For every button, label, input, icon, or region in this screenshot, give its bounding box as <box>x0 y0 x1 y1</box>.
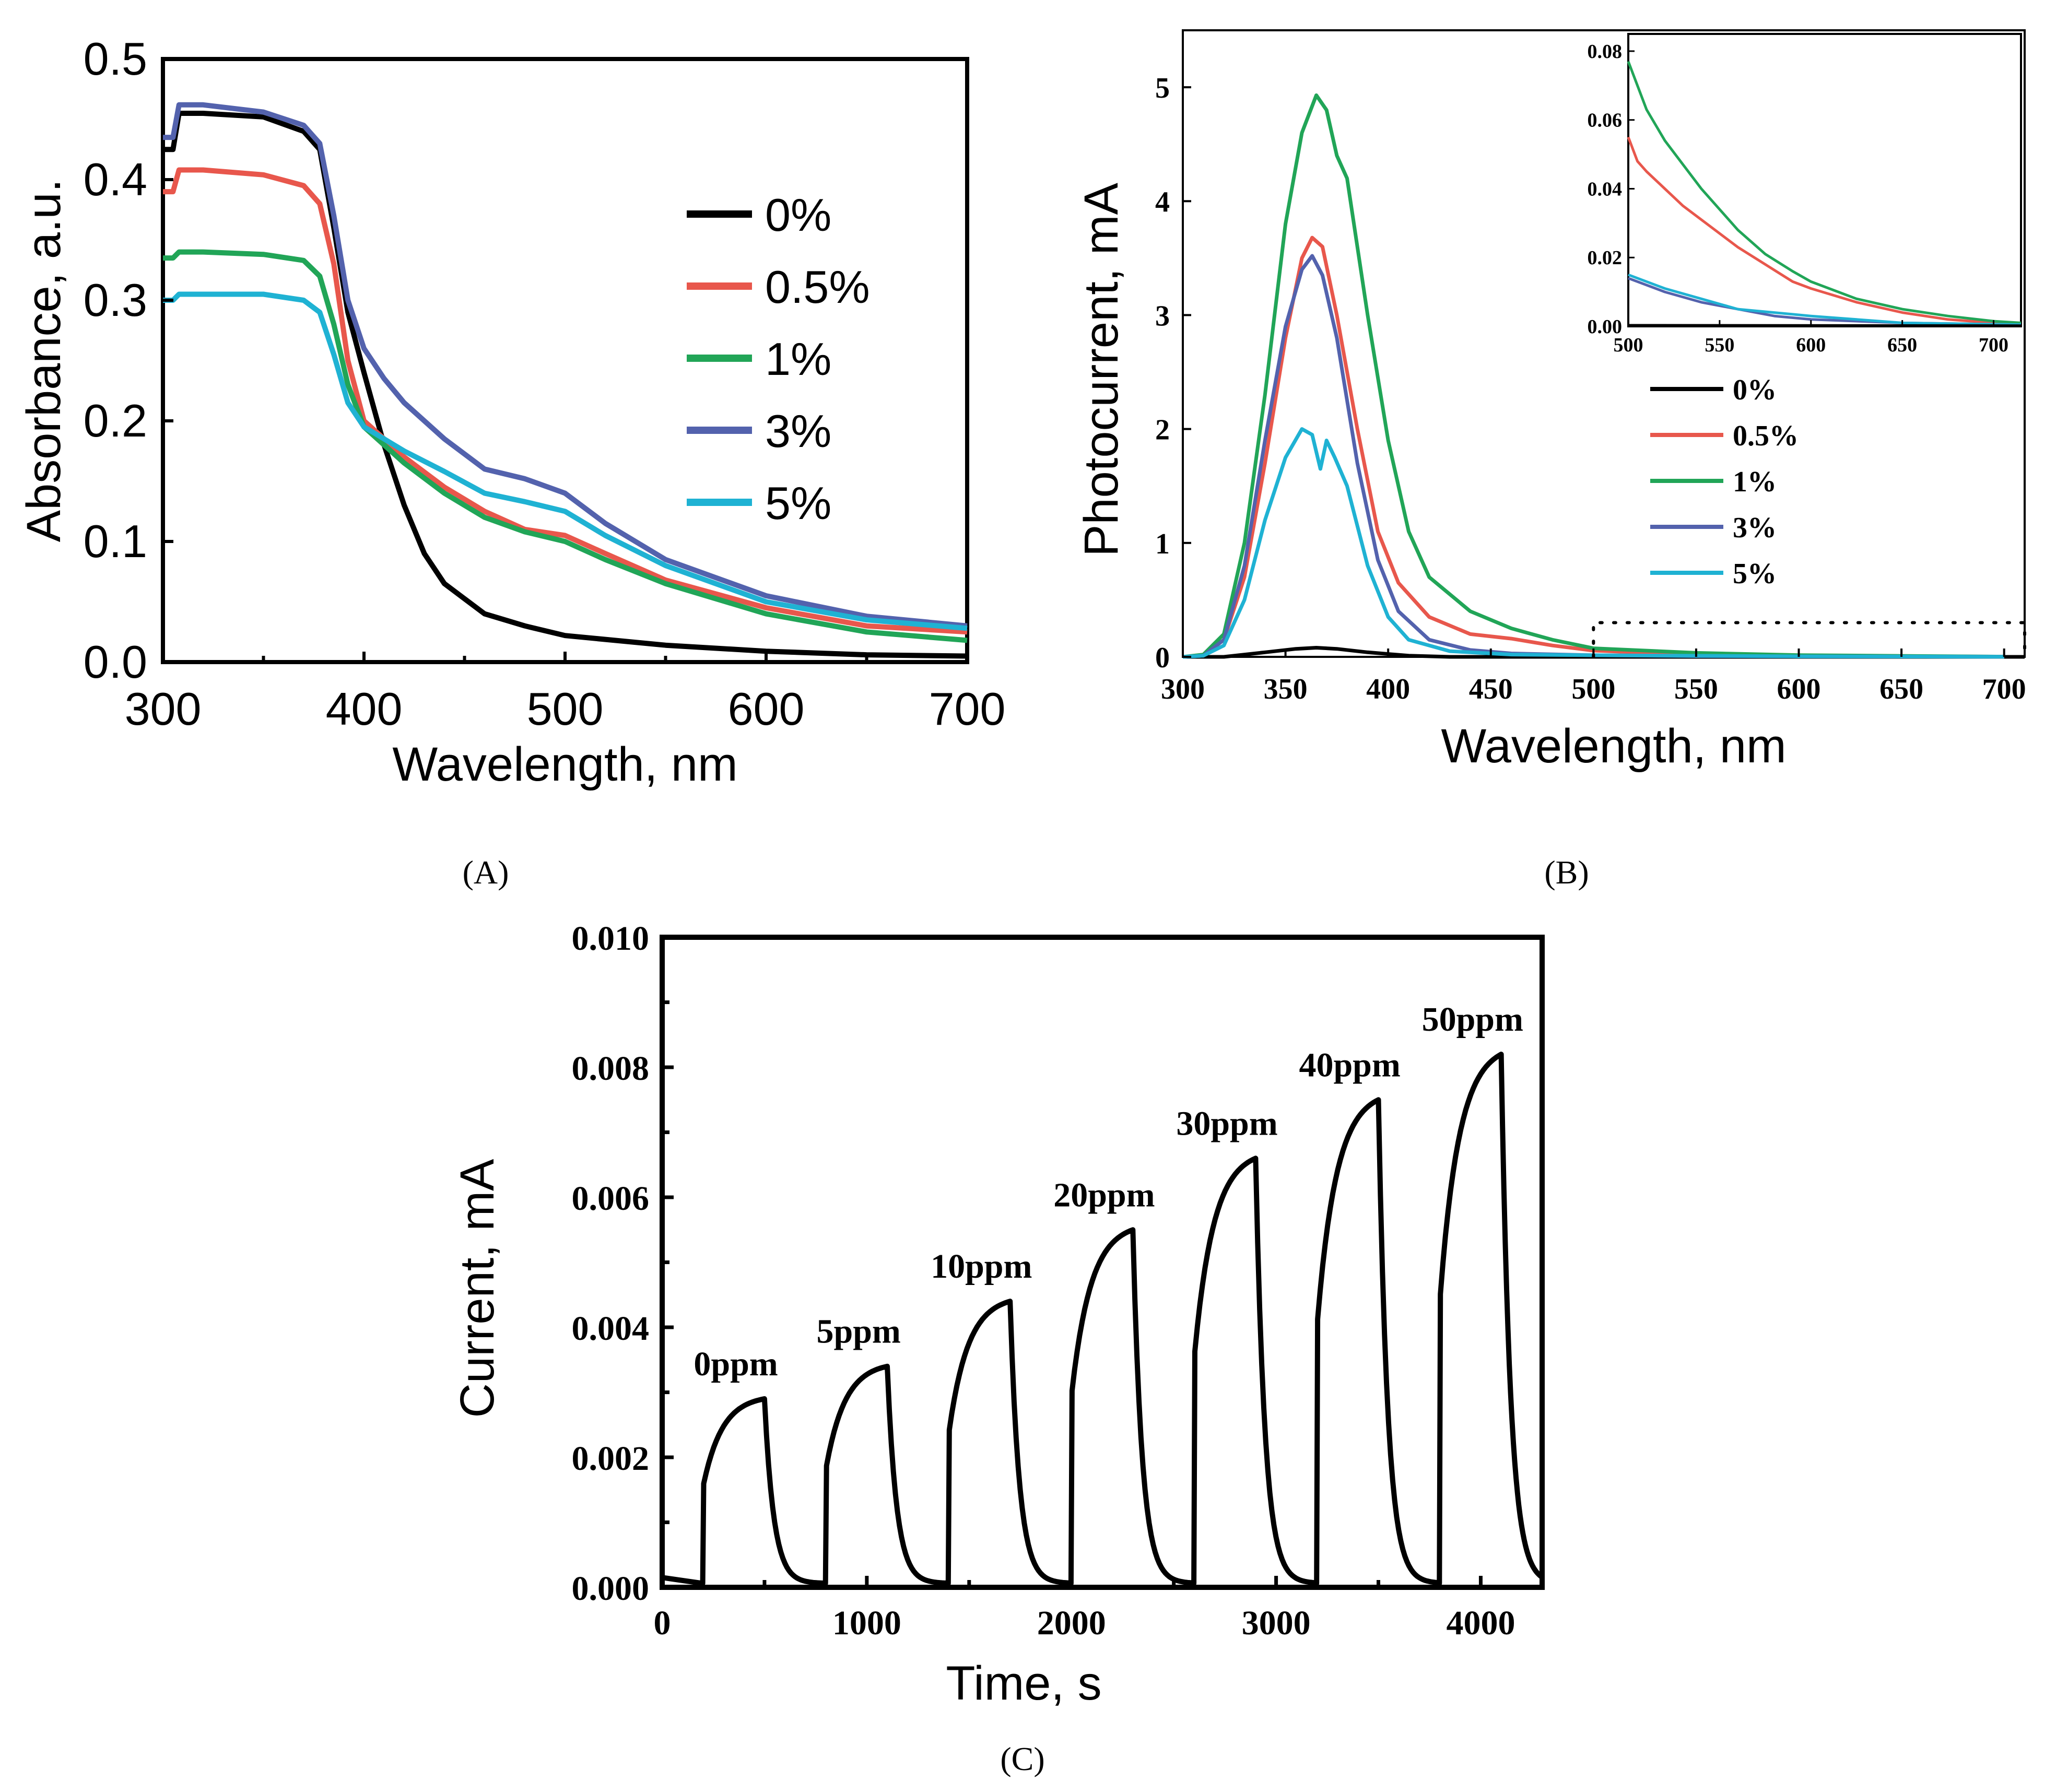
chart-c-pulse-label: 40ppm <box>1299 1046 1400 1084</box>
chart-a-legend-label: 0% <box>765 189 831 241</box>
chart-c-series-line <box>662 1052 1544 1586</box>
chart-a-x-tick-label: 700 <box>929 683 1006 735</box>
chart-c-y-tick-label: 0.002 <box>572 1440 650 1478</box>
chart-b-inset-series-line-0 <box>1627 136 2022 325</box>
chart-c-x-tick-label: 1000 <box>832 1604 901 1642</box>
chart-b-x-tick-label: 700 <box>1982 673 2026 705</box>
chart-a-absorbance: 300 400 500 600 700 0.0 0.1 0.2 0.3 0.4 0.5 Wavelen… <box>17 33 1005 791</box>
chart-c-y-axis-label: Current, mA <box>451 1159 504 1418</box>
chart-b-series-line-4 <box>1182 427 2004 659</box>
chart-b-legend-label: 0.5% <box>1733 420 1799 452</box>
caption-c: (C) <box>1000 1740 1044 1777</box>
chart-b-y-tick-label: 0 <box>1155 642 1170 674</box>
chart-b-zoom-region <box>1592 621 2026 658</box>
chart-a-y-tick-label: 0.5 <box>84 33 147 85</box>
chart-b-x-tick-label: 600 <box>1777 673 1821 705</box>
chart-b-inset-series-line-3 <box>1628 273 2022 326</box>
chart-a-series-line-2 <box>163 249 968 643</box>
chart-c-y-tick-label: 0.000 <box>572 1570 650 1608</box>
chart-a-y-tick-label: 0.0 <box>84 636 147 688</box>
chart-b-series-line-0 <box>1183 646 2025 659</box>
chart-b-inset-y-tick-label: 0.06 <box>1588 110 1623 132</box>
chart-b-series-line-2 <box>1182 93 2004 659</box>
chart-a-series-line-4 <box>163 291 968 631</box>
chart-a-y-tick-label: 0.4 <box>84 154 147 205</box>
chart-b-y-axis-label: Photocurrent, mA <box>1075 182 1128 557</box>
chart-b-x-tick-label: 550 <box>1674 673 1718 705</box>
chart-c-y-tick-label: 0.008 <box>572 1050 650 1088</box>
chart-a-legend-label: 0.5% <box>765 261 870 313</box>
chart-b-inset-frame <box>1627 33 2022 327</box>
chart-a-legend-label: 3% <box>765 405 831 457</box>
chart-b-x-tick-label: 500 <box>1571 673 1615 705</box>
chart-c-y-tick-label: 0.006 <box>572 1180 650 1218</box>
chart-a-series-line-3 <box>163 102 968 629</box>
chart-b-legend-label: 0% <box>1733 374 1777 406</box>
chart-b-inset-x-tick-label: 550 <box>1705 334 1734 356</box>
chart-a-y-tick-label: 0.3 <box>84 274 147 326</box>
chart-a-x-tick-label: 300 <box>125 683 202 735</box>
chart-b-legend-label: 5% <box>1733 558 1777 590</box>
chart-c-pulse-label: 30ppm <box>1176 1104 1277 1142</box>
chart-a-series-line-1 <box>163 167 968 635</box>
chart-a-series-line-0 <box>163 111 968 659</box>
chart-b-inset-x-tick-label: 600 <box>1796 334 1826 356</box>
chart-c-x-axis-label: Time, s <box>946 1657 1101 1710</box>
chart-b-inset-y-tick-label: 0.00 <box>1588 316 1623 338</box>
chart-c-pulse-label: 0ppm <box>694 1345 778 1383</box>
chart-b-inset-series-line-4 <box>1628 324 2022 327</box>
chart-b-inset-x-tick-label: 700 <box>1979 334 2008 356</box>
caption-b: (B) <box>1544 854 1589 891</box>
chart-b-y-tick-label: 5 <box>1155 72 1170 104</box>
chart-a-legend-label: 5% <box>765 477 831 529</box>
chart-b-inset-x-tick-label: 500 <box>1614 334 1643 356</box>
chart-b-x-tick-label: 300 <box>1161 673 1205 705</box>
chart-b-x-axis-label: Wavelength, nm <box>1441 720 1786 773</box>
chart-c-y-tick-label: 0.010 <box>572 919 650 958</box>
chart-b-y-tick-label: 4 <box>1155 186 1170 218</box>
chart-b-y-tick-label: 2 <box>1155 414 1170 446</box>
chart-c-x-tick-label: 0 <box>654 1604 671 1642</box>
chart-b-x-tick-label: 650 <box>1879 673 1923 705</box>
chart-c-pulse-label: 20ppm <box>1053 1176 1155 1214</box>
chart-b-inset-x-tick-label: 650 <box>1887 334 1917 356</box>
chart-a-x-tick-label: 600 <box>728 683 805 735</box>
chart-a-legend-label: 1% <box>765 333 831 385</box>
chart-b-x-tick-label: 450 <box>1469 673 1513 705</box>
chart-a-x-tick-label: 500 <box>527 683 604 735</box>
chart-a-x-axis-label: Wavelength, nm <box>392 738 737 791</box>
chart-b-y-tick-label: 1 <box>1155 528 1170 560</box>
chart-b-series-line-1 <box>1182 235 2004 659</box>
chart-b-inset-series-line-1 <box>1627 61 2022 324</box>
chart-c-pulse-label: 5ppm <box>816 1313 900 1351</box>
chart-c-pulse-label: 50ppm <box>1422 1000 1523 1039</box>
chart-c-pulse-label: 10ppm <box>931 1247 1032 1286</box>
chart-c-current-time: 0ppm 5ppm 10ppm 20ppm 30ppm 40ppm 50ppm 0 1000 20… <box>451 919 1545 1710</box>
chart-a-plot-frame <box>161 57 969 664</box>
chart-a-x-tick-label: 400 <box>326 683 403 735</box>
chart-b-inset-y-tick-label: 0.02 <box>1588 247 1623 269</box>
chart-b-y-tick-label: 3 <box>1155 300 1170 332</box>
chart-c-x-tick-label: 4000 <box>1446 1604 1515 1642</box>
chart-b-x-tick-label: 350 <box>1264 673 1308 705</box>
chart-c-y-tick-label: 0.004 <box>572 1310 650 1348</box>
caption-a: (A) <box>463 854 509 891</box>
chart-c-x-tick-label: 3000 <box>1242 1604 1311 1642</box>
chart-b-inset-y-tick-label: 0.08 <box>1588 41 1623 63</box>
chart-b-photocurrent: 300 350 400 450 500 550 600 650 700 0 1 2 3 4 5 Wavelen… <box>1075 29 2026 773</box>
chart-c-x-tick-label: 2000 <box>1037 1604 1106 1642</box>
chart-b-x-tick-label: 400 <box>1366 673 1410 705</box>
chart-b-legend-label: 1% <box>1733 466 1777 498</box>
chart-a-y-axis-label: Absorbance, a.u. <box>17 179 70 543</box>
chart-a-y-tick-label: 0.1 <box>84 515 147 567</box>
chart-b-legend-label: 3% <box>1733 512 1777 544</box>
chart-a-y-tick-label: 0.2 <box>84 395 147 446</box>
chart-b-inset-y-tick-label: 0.04 <box>1588 178 1623 200</box>
